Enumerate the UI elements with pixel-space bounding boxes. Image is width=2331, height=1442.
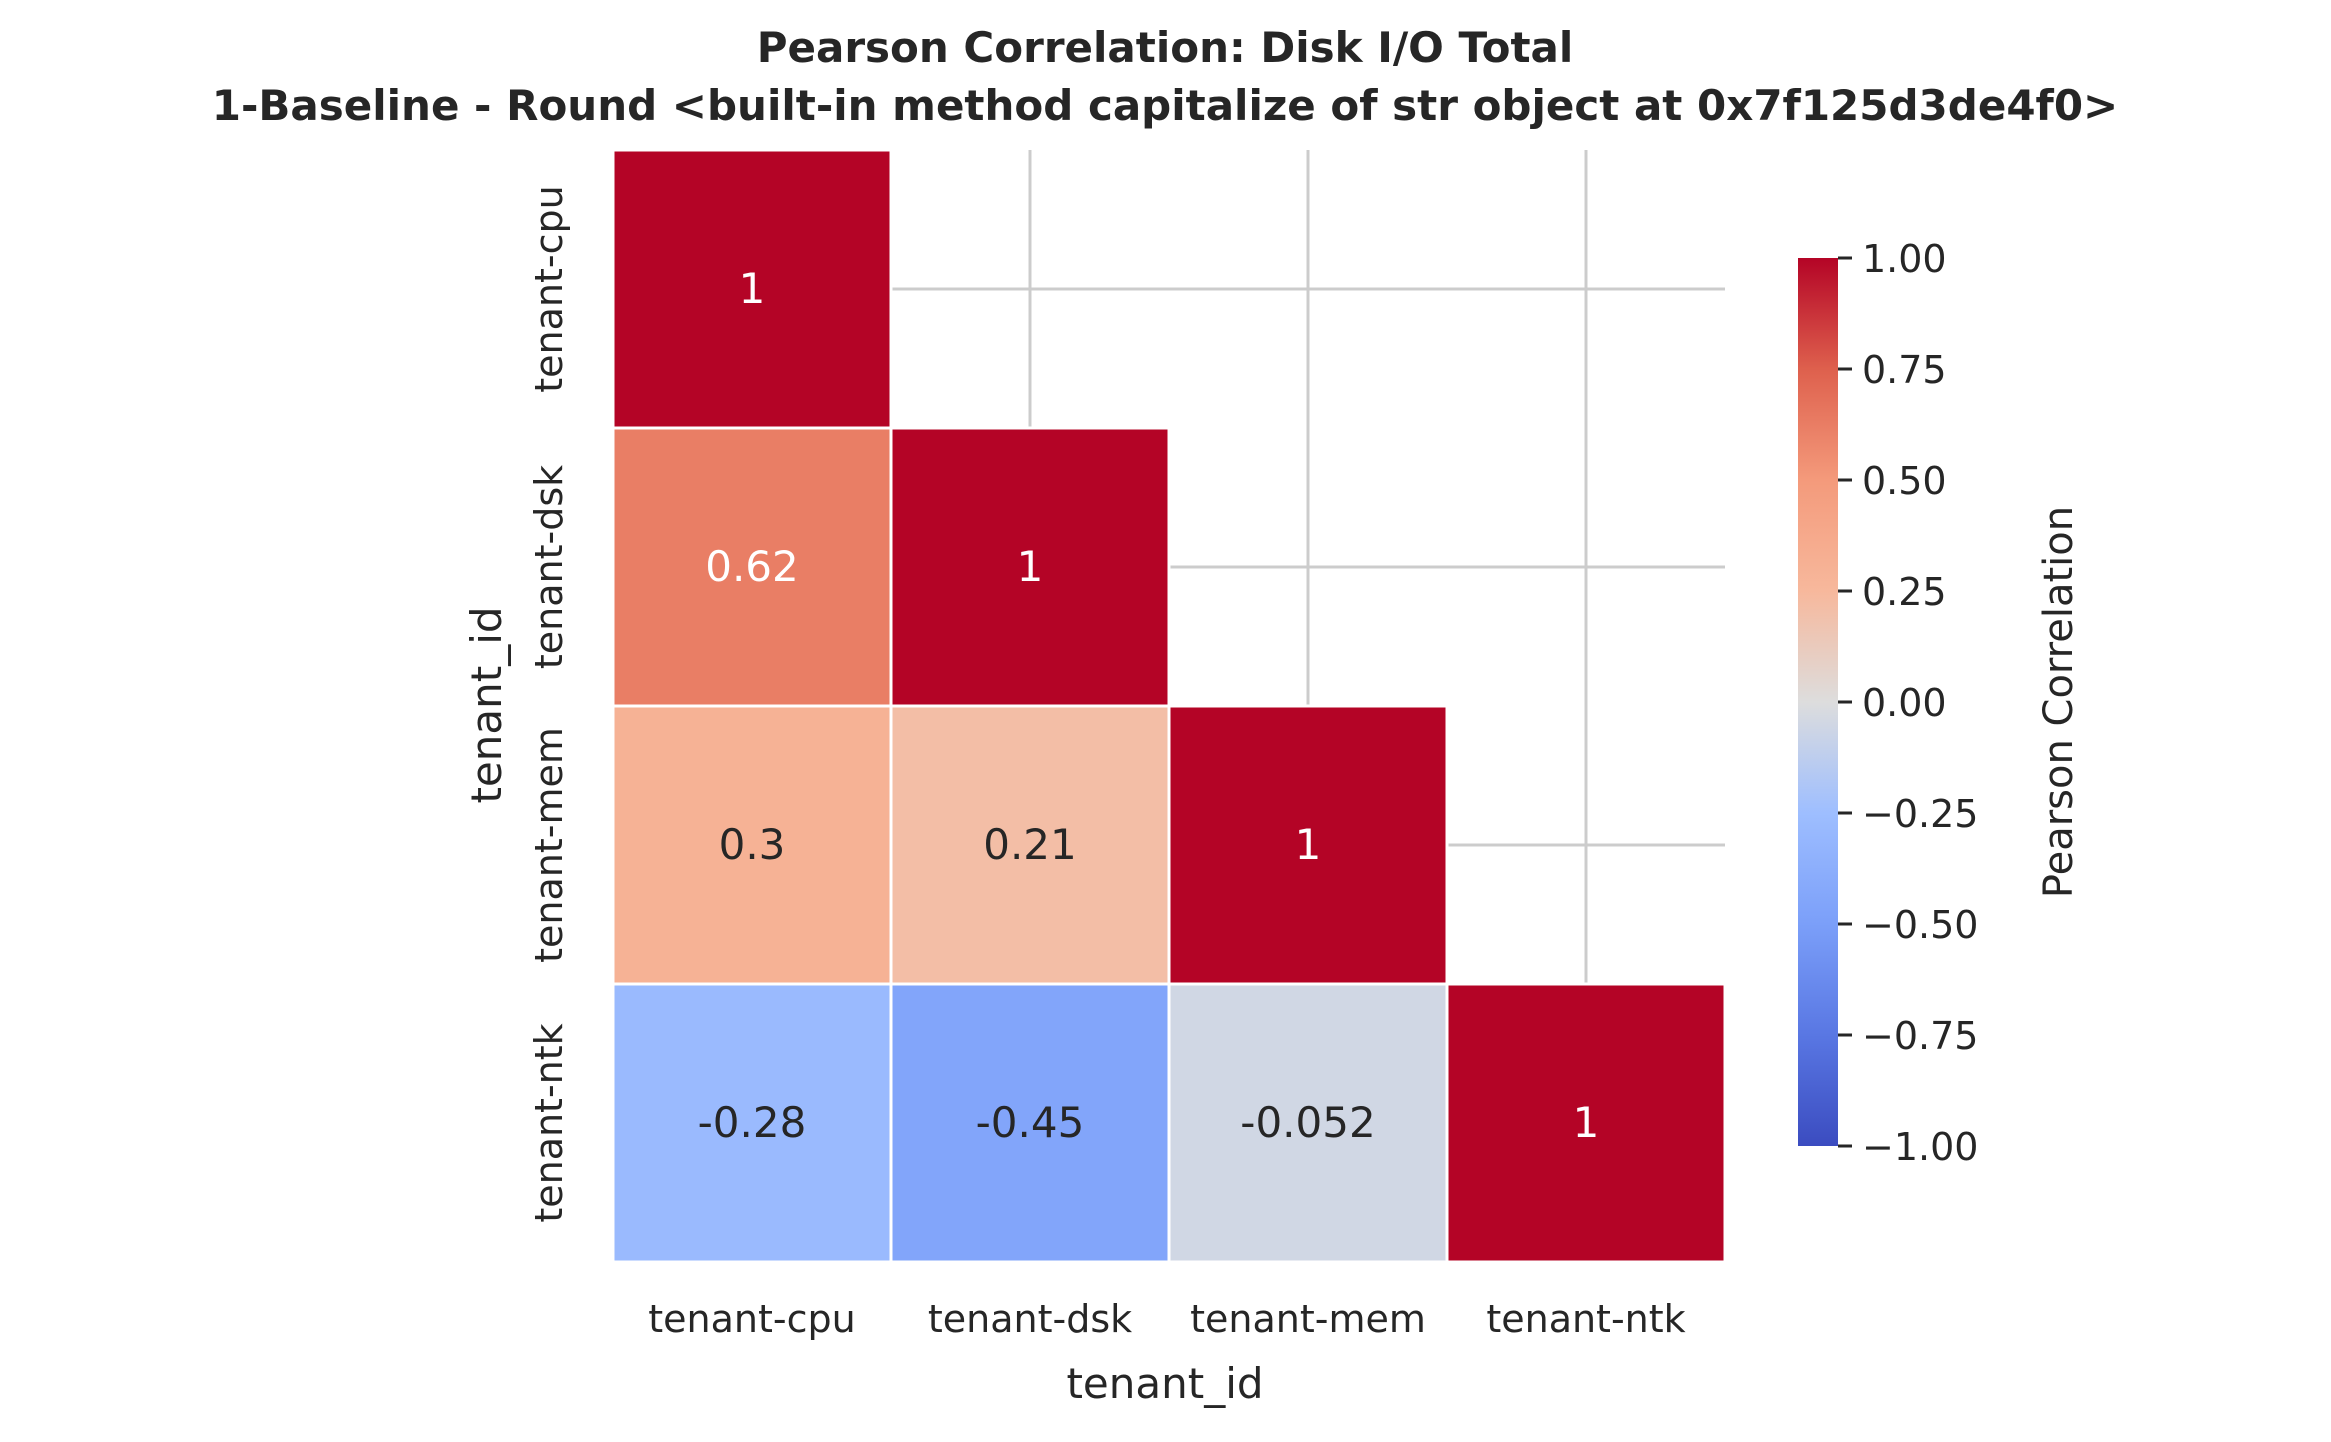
y-axis-label: tenant_id (462, 606, 511, 803)
colorbar (1798, 258, 1838, 1146)
x-tick-labels: tenant-cpu tenant-dsk tenant-mem tenant-ntk (648, 1297, 1685, 1341)
cell-annotation: -0.28 (698, 1098, 807, 1147)
heatmap-cell (611, 426, 893, 708)
colorbar-tick-label: 0.00 (1862, 681, 1947, 725)
heatmap-cell (611, 982, 893, 1264)
colorbar-tick-label: −0.50 (1862, 903, 1978, 947)
heatmap-cell (889, 426, 1171, 708)
cell-annotation: -0.45 (976, 1098, 1085, 1147)
y-tick-label: tenant-dsk (527, 465, 571, 669)
colorbar-tick-label: 0.25 (1862, 570, 1947, 614)
heatmap-cell (889, 982, 1171, 1264)
x-tick-label: tenant-cpu (648, 1297, 855, 1341)
colorbar-tick-label: −0.25 (1862, 792, 1978, 836)
cell-annotation: 1 (1295, 820, 1322, 869)
cell-annotation: 1 (1573, 1098, 1600, 1147)
colorbar-label: Pearson Correlation (2036, 506, 2082, 898)
cell-annotation: 1 (739, 264, 766, 313)
cell-annotation: 0.62 (705, 542, 799, 591)
x-tick-label: tenant-ntk (1486, 1297, 1685, 1341)
colorbar-ticks: 1.00 0.75 0.50 0.25 0.00 −0.25 −0.50 −0.75 −1.00 (1838, 237, 1978, 1169)
colorbar-tick-label: 1.00 (1862, 237, 1947, 281)
y-tick-label: tenant-cpu (527, 185, 571, 392)
y-tick-label: tenant-ntk (527, 1023, 571, 1222)
y-tick-labels: tenant-cpu tenant-dsk tenant-mem tenant-ntk (527, 185, 571, 1222)
cell-annotation: 0.21 (983, 820, 1077, 869)
heatmap-cell (611, 148, 893, 430)
colorbar-tick-label: 0.50 (1862, 459, 1947, 503)
chart-title-line-1: Pearson Correlation: Disk I/O Total (757, 23, 1574, 72)
x-tick-label: tenant-dsk (928, 1297, 1132, 1341)
heatmap-cells: 1 0.62 1 0.3 0.21 1 -0.28 -0.45 -0.052 1 (611, 148, 1727, 1264)
colorbar-tick-label: 0.75 (1862, 348, 1947, 392)
colorbar-tick-label: −1.00 (1862, 1125, 1978, 1169)
x-axis-label: tenant_id (1066, 1359, 1263, 1408)
cell-annotation: 0.3 (719, 820, 786, 869)
cell-annotation: -0.052 (1240, 1098, 1375, 1147)
colorbar-tick-label: −0.75 (1862, 1014, 1978, 1058)
heatmap-cell (1445, 982, 1727, 1264)
cell-annotation: 1 (1017, 542, 1044, 591)
heatmap-cell (1167, 982, 1449, 1264)
x-tick-label: tenant-mem (1190, 1297, 1426, 1341)
chart-title-line-2: 1-Baseline - Round <built-in method capi… (212, 81, 2118, 130)
y-tick-label: tenant-mem (527, 727, 571, 963)
heatmap-cell (1167, 704, 1449, 986)
